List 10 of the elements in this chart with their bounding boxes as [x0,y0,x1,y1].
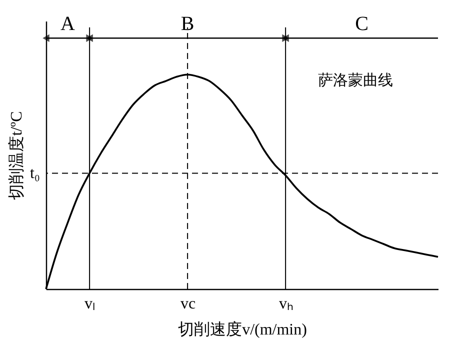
text: A [60,13,76,36]
text: B [180,13,194,36]
ref-line-label: t₀ [30,165,40,182]
x-tick-label: vₗ [84,296,96,312]
text: C [355,13,368,36]
x-tick-label: vc [180,296,196,312]
annotation: 萨洛蒙曲线 [318,72,393,89]
x-axis-title: 切削速度v/(m/min) [178,320,307,338]
y-axis-title: 切削温度t/ºC [8,111,26,200]
x-tick-label: vₕ [279,296,294,312]
